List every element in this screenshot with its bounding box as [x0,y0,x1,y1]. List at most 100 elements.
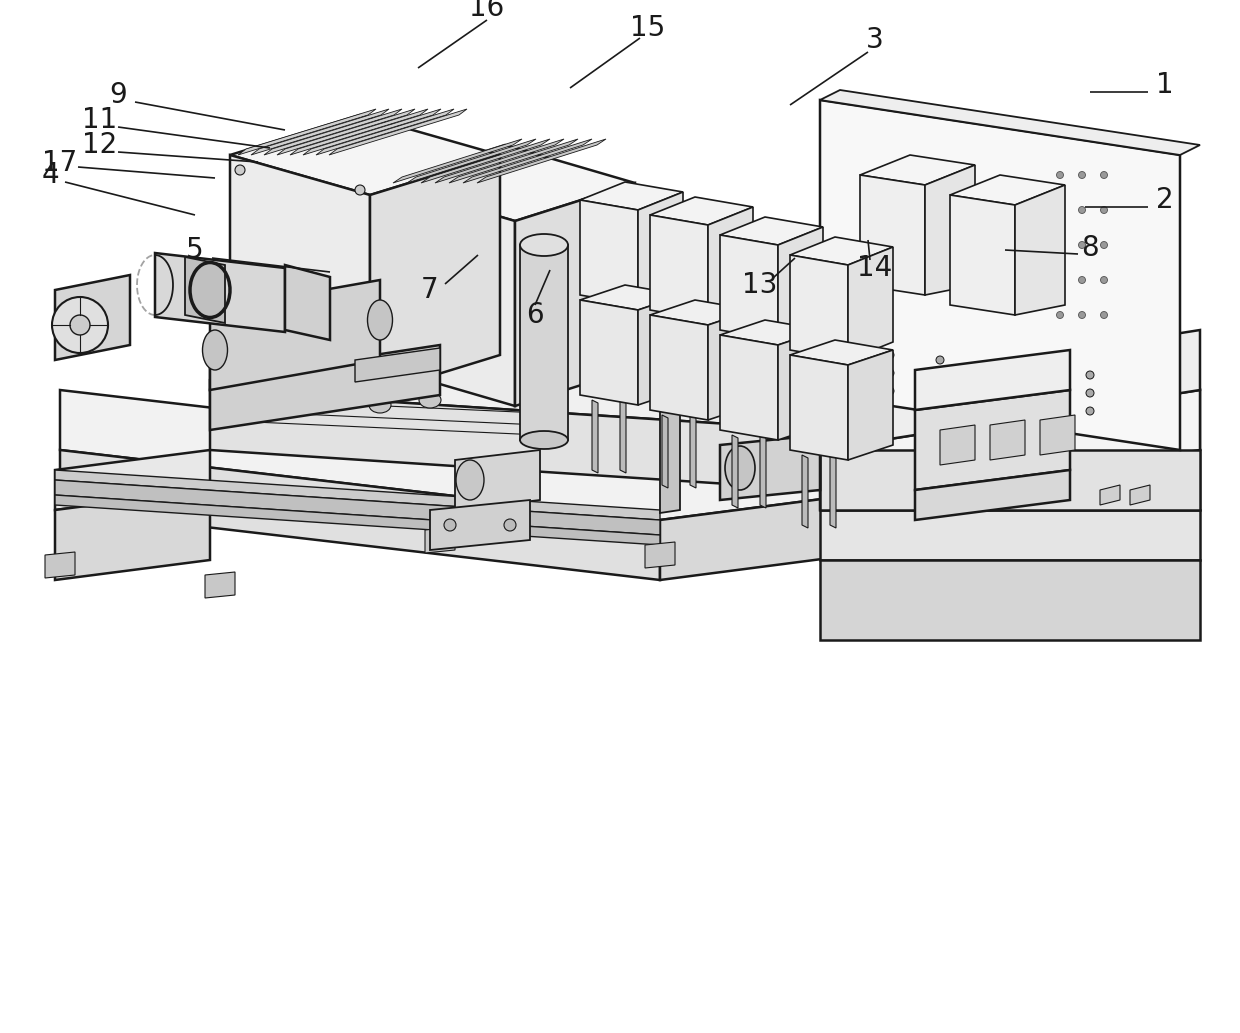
Polygon shape [55,490,210,580]
Polygon shape [1040,415,1075,455]
Polygon shape [915,350,1070,410]
Text: 6: 6 [526,301,544,328]
Polygon shape [185,257,224,323]
Polygon shape [720,335,777,440]
Polygon shape [205,572,236,598]
Polygon shape [708,310,753,420]
Polygon shape [732,435,738,508]
Polygon shape [384,183,515,406]
Text: 16: 16 [470,0,505,22]
Circle shape [503,519,516,531]
Circle shape [986,397,994,405]
Polygon shape [407,139,536,183]
Ellipse shape [370,397,391,413]
Polygon shape [990,420,1025,460]
Polygon shape [580,200,639,305]
Text: 4: 4 [41,161,58,189]
Polygon shape [250,109,389,155]
Polygon shape [639,295,683,405]
Circle shape [1079,242,1085,249]
Polygon shape [210,280,379,390]
Polygon shape [650,197,753,225]
Polygon shape [303,109,441,155]
Circle shape [1101,207,1107,214]
Polygon shape [660,352,680,513]
Polygon shape [210,345,440,430]
Ellipse shape [419,392,441,408]
Polygon shape [1100,486,1120,505]
Polygon shape [430,500,529,550]
Circle shape [1101,277,1107,283]
Polygon shape [316,109,454,155]
Circle shape [355,185,365,195]
Circle shape [986,361,994,369]
Polygon shape [660,450,1200,580]
Circle shape [1035,402,1044,410]
Text: 12: 12 [82,131,118,159]
Polygon shape [55,275,130,359]
Polygon shape [425,527,455,553]
Polygon shape [1016,185,1065,315]
Polygon shape [790,355,848,460]
Polygon shape [580,182,683,210]
Circle shape [69,315,91,335]
Circle shape [1101,171,1107,179]
Polygon shape [55,470,660,520]
Ellipse shape [367,300,393,340]
Polygon shape [777,227,823,340]
Polygon shape [60,390,1200,520]
Circle shape [1101,312,1107,318]
Polygon shape [290,109,428,155]
Polygon shape [650,300,753,325]
Polygon shape [1130,486,1149,505]
Polygon shape [861,155,975,185]
Circle shape [1056,277,1064,283]
Circle shape [1079,277,1085,283]
Circle shape [444,519,456,531]
Circle shape [1056,207,1064,214]
Polygon shape [708,207,753,320]
Polygon shape [848,247,893,359]
Polygon shape [238,109,376,155]
Polygon shape [229,115,500,195]
Polygon shape [777,330,823,440]
Polygon shape [820,510,1200,560]
Polygon shape [60,450,660,580]
Polygon shape [662,415,668,488]
Polygon shape [830,455,836,528]
Polygon shape [639,192,683,305]
Polygon shape [720,320,823,345]
Polygon shape [229,155,370,395]
Polygon shape [915,390,1070,490]
Polygon shape [515,183,635,406]
Text: 14: 14 [857,254,893,282]
Circle shape [1086,371,1094,379]
Circle shape [1079,207,1085,214]
Text: 2: 2 [1156,186,1174,214]
Polygon shape [393,139,522,183]
Ellipse shape [725,446,755,490]
Text: 8: 8 [1081,234,1099,262]
Circle shape [1035,366,1044,374]
Text: 13: 13 [743,271,777,299]
Polygon shape [790,237,893,265]
Polygon shape [45,552,74,578]
Polygon shape [790,340,893,365]
Polygon shape [449,139,578,183]
Polygon shape [155,253,285,332]
Polygon shape [802,455,808,528]
Polygon shape [370,155,500,395]
Text: 1: 1 [1156,71,1174,99]
Polygon shape [790,255,848,359]
Polygon shape [55,450,210,510]
Polygon shape [422,139,551,183]
Polygon shape [950,195,1016,315]
Polygon shape [650,315,708,420]
Circle shape [1056,242,1064,249]
Polygon shape [620,400,626,473]
Polygon shape [915,470,1070,520]
Polygon shape [355,348,440,382]
Circle shape [986,379,994,387]
Polygon shape [820,100,1180,450]
Polygon shape [463,139,591,183]
